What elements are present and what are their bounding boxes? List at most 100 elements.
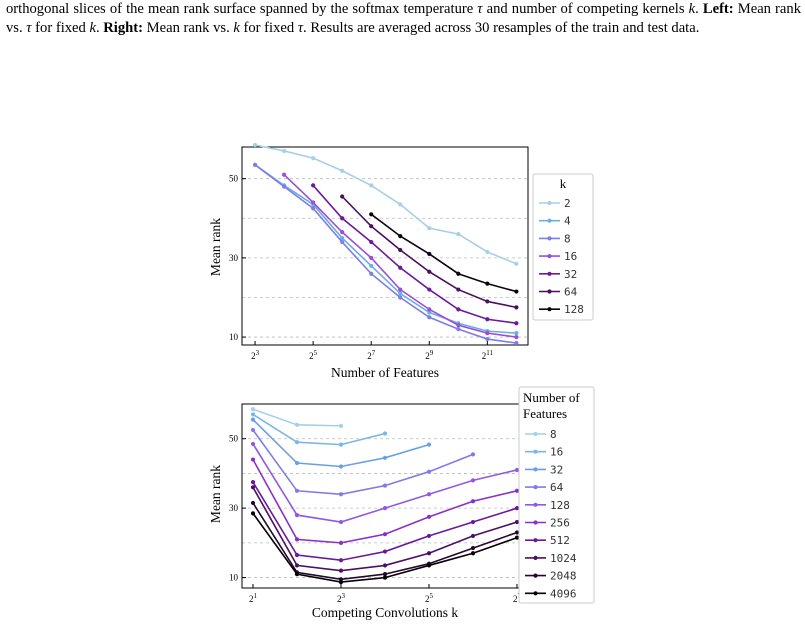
legend-marker: [547, 307, 552, 312]
data-point: [340, 168, 345, 173]
caption-tau-2: τ: [26, 19, 32, 36]
data-point: [514, 289, 519, 294]
data-point: [340, 216, 345, 221]
data-point: [382, 431, 388, 436]
y-tick-label: 30: [229, 503, 239, 513]
data-point: [294, 440, 300, 445]
legend-label-1024: 1024: [550, 552, 577, 565]
data-point: [382, 506, 388, 511]
caption-right-text: Mean rank vs.: [142, 19, 234, 36]
legend-marker: [533, 502, 538, 507]
data-point: [338, 423, 344, 428]
data-point: [485, 336, 490, 342]
data-point: [514, 334, 519, 340]
data-point: [485, 281, 490, 286]
y-axis-label: Mean rank: [208, 218, 223, 276]
legend-marker: [533, 449, 538, 454]
legend-marker: [533, 538, 538, 543]
data-point: [426, 442, 432, 447]
data-point: [427, 315, 432, 320]
data-point: [369, 239, 374, 245]
data-point: [398, 202, 403, 207]
data-point: [514, 530, 520, 535]
data-point: [311, 206, 316, 211]
data-point: [282, 172, 287, 177]
data-point: [340, 194, 345, 199]
caption-k-2: k: [89, 19, 96, 36]
data-point: [250, 427, 256, 433]
data-point: [426, 551, 432, 556]
series-line-16: [283, 174, 517, 338]
legend-marker: [533, 485, 538, 490]
legend-marker: [533, 467, 538, 472]
legend-label-512: 512: [550, 534, 570, 547]
y-tick-label: 10: [229, 332, 239, 342]
data-point: [470, 551, 476, 556]
caption-line2b: .: [695, 1, 703, 17]
data-point: [250, 500, 256, 506]
data-point: [282, 148, 287, 154]
data-point: [514, 506, 520, 511]
y-axis-label: Mean rank: [208, 465, 223, 523]
legend-marker: [547, 236, 552, 241]
data-point: [514, 261, 519, 266]
legend-label-32: 32: [550, 463, 563, 476]
data-point: [427, 251, 432, 257]
data-point: [426, 563, 432, 568]
legend-label-128: 128: [564, 303, 584, 316]
data-point: [369, 212, 374, 217]
data-point: [338, 464, 344, 469]
data-point: [485, 299, 490, 304]
data-point: [338, 492, 344, 497]
x-tick-label: 27: [367, 349, 376, 361]
data-point: [250, 485, 256, 490]
data-point: [514, 519, 520, 525]
series-line-4: [254, 164, 517, 334]
caption-line2a: competing kernels: [576, 1, 689, 17]
series-line-64: [252, 429, 474, 496]
data-point: [470, 533, 476, 539]
data-point: [250, 441, 256, 447]
legend-label-16: 16: [550, 446, 563, 459]
legend-label-256: 256: [550, 517, 570, 530]
caption-right-label: Right:: [103, 19, 143, 36]
data-point: [338, 519, 344, 525]
data-point: [382, 572, 388, 577]
y-tick-label: 10: [229, 573, 239, 583]
legend-box: [518, 386, 595, 604]
legend-marker: [547, 200, 552, 206]
plot-frame: [241, 146, 529, 346]
data-point: [485, 317, 490, 322]
y-tick-label: 30: [229, 253, 239, 263]
data-point: [470, 452, 476, 457]
data-point: [294, 537, 300, 542]
data-point: [338, 568, 344, 573]
x-axis-label: Number of Features: [331, 365, 439, 380]
data-point: [398, 287, 403, 292]
data-point: [338, 442, 344, 447]
data-point: [398, 247, 403, 253]
data-point: [382, 455, 388, 460]
x-tick-label: 211: [482, 349, 494, 361]
data-point: [252, 162, 258, 167]
series-line-128: [370, 213, 517, 293]
series-line-8: [254, 164, 517, 344]
data-point: [294, 552, 300, 558]
data-point: [250, 480, 256, 485]
data-point: [250, 412, 256, 417]
x-tick-label: 25: [425, 592, 434, 604]
series-line-32: [312, 184, 517, 325]
legend-marker: [533, 555, 538, 561]
legend-label-64: 64: [564, 286, 578, 299]
legend-marker: [547, 254, 552, 259]
data-point: [470, 478, 476, 483]
data-point: [294, 563, 300, 568]
data-point: [427, 269, 432, 274]
series-line-256: [252, 459, 518, 544]
legend-label-32: 32: [564, 268, 577, 281]
legend-label-8: 8: [564, 232, 571, 245]
data-point: [369, 255, 374, 260]
data-point: [456, 232, 461, 237]
legend-label-4: 4: [564, 215, 571, 228]
